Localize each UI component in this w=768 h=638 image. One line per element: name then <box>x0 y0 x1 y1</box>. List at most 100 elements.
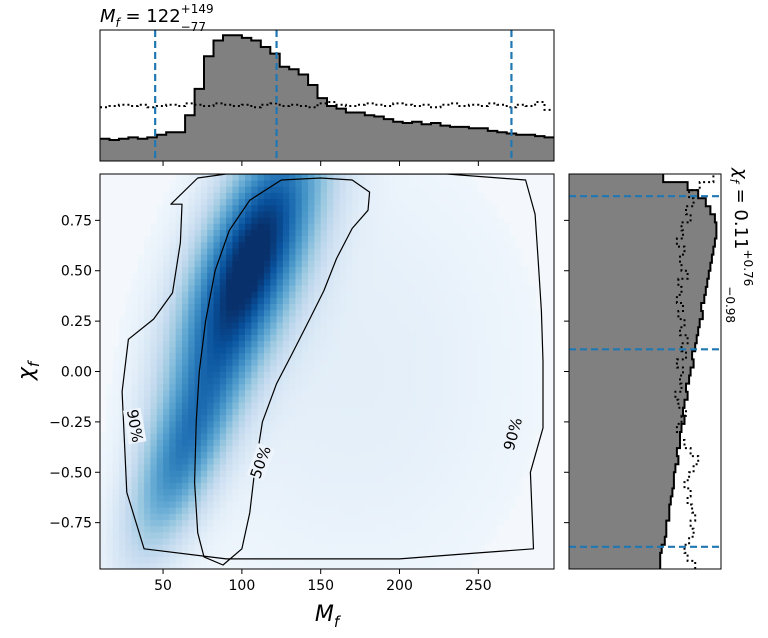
y-axis-label: χf <box>14 359 43 381</box>
heatmap-cell <box>459 235 467 243</box>
heatmap-cell <box>402 501 410 508</box>
heatmap-cell <box>169 346 177 354</box>
heatmap-cell <box>358 476 366 483</box>
heatmap-cell <box>453 457 460 465</box>
heatmap-cell <box>522 340 530 348</box>
heatmap-cell <box>270 371 277 379</box>
heatmap-cell <box>402 396 410 403</box>
heatmap-cell <box>150 309 158 317</box>
heatmap-cell <box>465 507 473 514</box>
heatmap-cell <box>301 550 309 558</box>
heatmap-cell <box>503 488 511 496</box>
heatmap-cell <box>465 278 473 286</box>
heatmap-cell <box>402 322 410 329</box>
heatmap-cell <box>226 266 233 274</box>
heatmap-cell <box>421 309 429 317</box>
heatmap-cell <box>150 291 158 298</box>
heatmap-cell <box>213 229 221 237</box>
heatmap-cell <box>516 408 523 416</box>
heatmap-cell <box>345 464 353 471</box>
heatmap-cell <box>238 439 246 446</box>
heatmap-cell <box>245 235 252 243</box>
heatmap-cell <box>188 365 195 372</box>
heatmap-cell <box>371 192 378 200</box>
heatmap-cell <box>453 328 460 335</box>
heatmap-cell <box>238 315 246 323</box>
heatmap-cell <box>181 334 189 342</box>
heatmap-cell <box>396 285 404 292</box>
heatmap-cell <box>263 414 271 422</box>
heatmap-cell <box>421 285 429 292</box>
heatmap-cell <box>377 297 385 305</box>
heatmap-cell <box>465 562 473 569</box>
heatmap-cell <box>295 390 303 397</box>
heatmap-cell <box>339 390 347 397</box>
heatmap-cell <box>118 371 126 379</box>
heatmap-cell <box>453 531 460 539</box>
heatmap-cell <box>509 260 517 267</box>
heatmap-cell <box>263 211 271 218</box>
heatmap-cell <box>408 235 416 243</box>
heatmap-cell <box>478 439 486 446</box>
heatmap-cell <box>270 346 277 354</box>
heatmap-cell <box>219 297 227 305</box>
heatmap-cell <box>106 445 114 453</box>
heatmap-cell <box>257 383 265 391</box>
heatmap-cell <box>522 470 530 477</box>
heatmap-cell <box>276 396 284 403</box>
heatmap-cell <box>251 390 259 397</box>
heatmap-cell <box>150 278 158 286</box>
heatmap-cell <box>137 297 145 305</box>
heatmap-cell <box>434 180 441 187</box>
heatmap-cell <box>150 531 158 539</box>
heatmap-cell <box>516 451 523 459</box>
heatmap-cell <box>333 198 341 206</box>
y-tick-label: 0.50 <box>61 264 92 280</box>
heatmap-cell <box>465 371 473 379</box>
heatmap-cell <box>484 352 492 360</box>
heatmap-cell <box>276 507 284 514</box>
heatmap-cell <box>232 433 240 440</box>
heatmap-cell <box>200 285 208 292</box>
heatmap-cell <box>358 186 366 193</box>
heatmap-cell <box>484 427 492 434</box>
heatmap-cell <box>390 494 397 502</box>
heatmap-cell <box>270 266 277 274</box>
heatmap-cell <box>301 464 309 471</box>
heatmap-cell <box>396 204 404 212</box>
heatmap-cell <box>270 556 277 564</box>
heatmap-cell <box>238 248 246 255</box>
heatmap-cell <box>390 439 397 446</box>
heatmap-cell <box>434 303 441 311</box>
heatmap-cell <box>150 445 158 453</box>
heatmap-cell <box>396 402 404 409</box>
heatmap-cell <box>194 285 202 292</box>
heatmap-cell <box>408 383 416 391</box>
heatmap-cell <box>263 309 271 317</box>
heatmap-cell <box>402 198 410 206</box>
heatmap-cell <box>207 180 214 187</box>
heatmap-cell <box>289 174 296 181</box>
heatmap-cell <box>465 556 473 564</box>
heatmap-cell <box>339 464 347 471</box>
heatmap-cell <box>478 241 486 249</box>
heatmap-cell <box>144 254 151 261</box>
heatmap-cell <box>131 340 139 348</box>
heatmap-cell <box>150 513 158 521</box>
heatmap-cell <box>396 556 404 564</box>
heatmap-cell <box>371 334 378 342</box>
heatmap-cell <box>472 291 479 298</box>
heatmap-cell <box>219 538 227 545</box>
joint-panel: 50%90% 90% 50 100 150 200 250 −0.75−0.50−0.25… <box>14 173 555 631</box>
heatmap-cell <box>415 538 422 545</box>
heatmap-cell <box>358 451 366 459</box>
heatmap-cell <box>213 328 221 335</box>
heatmap-cell <box>453 260 460 267</box>
heatmap-cell <box>364 538 372 545</box>
heatmap-cell <box>270 291 277 298</box>
heatmap-cell <box>377 377 385 385</box>
heatmap-cell <box>188 211 195 218</box>
heatmap-cell <box>232 328 240 335</box>
heatmap-cell <box>364 241 372 249</box>
heatmap-cell <box>333 346 341 354</box>
